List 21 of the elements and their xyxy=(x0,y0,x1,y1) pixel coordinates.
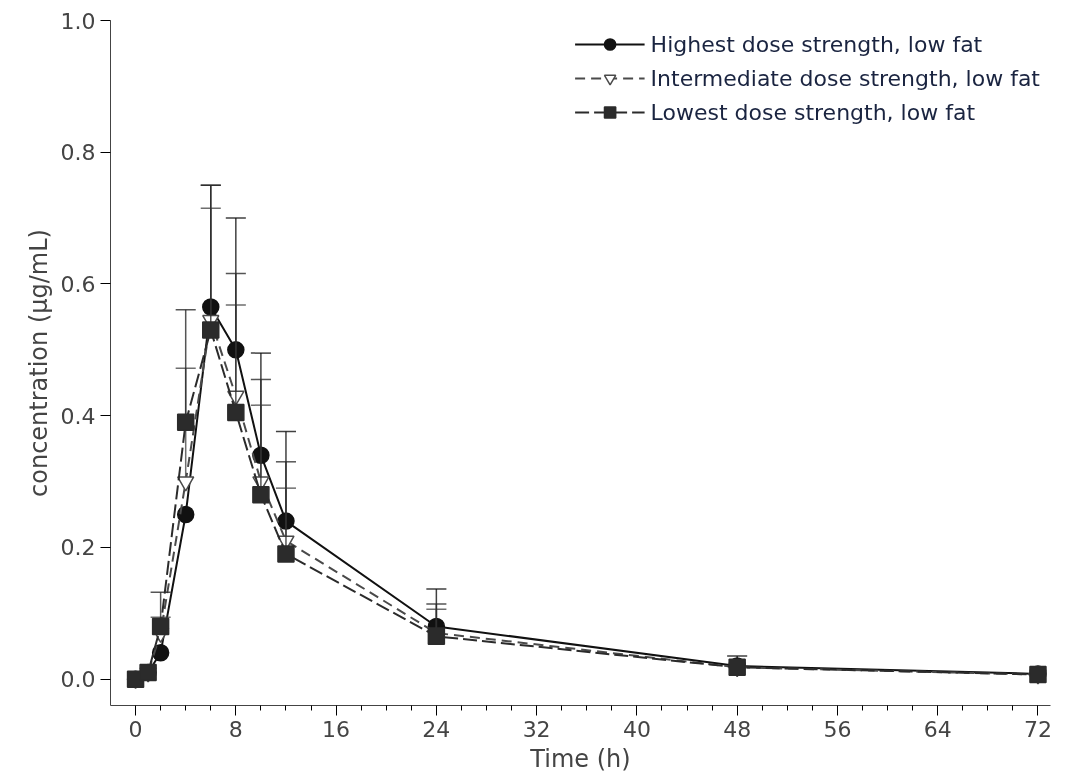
y-tick-label: 0.8 xyxy=(60,140,96,166)
x-tick-label: 24 xyxy=(422,716,451,742)
x-tick-label: 8 xyxy=(228,716,243,742)
x-tick-label: 56 xyxy=(823,716,852,742)
y-axis-title: concentration (µg/mL) xyxy=(24,229,53,497)
x-tick-label: 48 xyxy=(723,716,752,742)
y-tick-label: 0.0 xyxy=(60,667,96,693)
x-tick-label: 32 xyxy=(522,716,551,742)
y-tick-label: 0.2 xyxy=(60,535,96,561)
y-tick-label: 0.4 xyxy=(60,403,96,429)
y-tick-label: 0.6 xyxy=(60,271,96,297)
x-tick-label: 72 xyxy=(1023,716,1052,742)
x-tick-label: 16 xyxy=(322,716,351,742)
legend-label: Highest dose strength, low fat xyxy=(650,31,983,57)
y-tick-label: 1.0 xyxy=(60,8,96,34)
legend-label: Lowest dose strength, low fat xyxy=(650,99,976,125)
legend-label: Intermediate dose strength, low fat xyxy=(650,65,1040,91)
x-tick-label: 64 xyxy=(923,716,952,742)
x-tick-label: 40 xyxy=(622,716,651,742)
x-tick-label: 0 xyxy=(128,716,143,742)
x-axis-title: Time (h) xyxy=(529,744,631,773)
